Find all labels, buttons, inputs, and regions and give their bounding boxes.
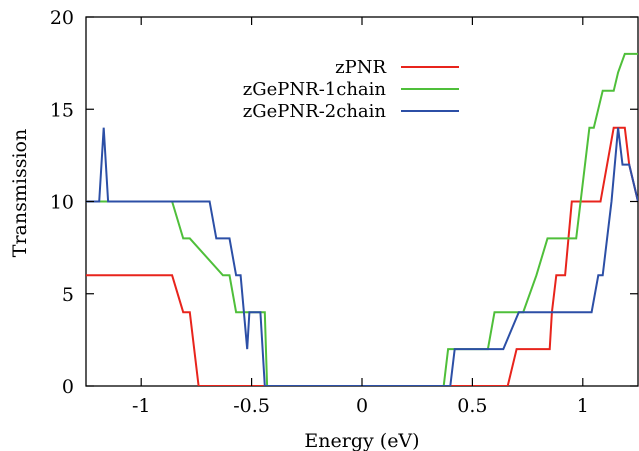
- x-tick-label: 1: [577, 395, 589, 417]
- y-tick-label: 20: [50, 7, 74, 29]
- y-tick-label: 15: [50, 99, 74, 121]
- x-tick-label: -1: [132, 395, 151, 417]
- legend-label-2: zGePNR-1chain: [243, 79, 387, 100]
- y-tick-label: 5: [62, 284, 74, 306]
- x-tick-label: -0.5: [233, 395, 270, 417]
- y-tick-label: 0: [62, 376, 74, 398]
- legend-label-1: zPNR: [335, 57, 386, 78]
- series-layer: [86, 52, 638, 386]
- legend-label-3: zGePNR-2chain: [243, 101, 387, 122]
- x-tick-label: 0.5: [457, 395, 487, 417]
- y-tick-label: 10: [50, 192, 74, 214]
- x-tick-label: 0: [356, 395, 368, 417]
- series-line-2: [86, 52, 638, 386]
- series-line-3: [86, 127, 638, 386]
- y-axis-label: Transmission: [9, 129, 31, 257]
- series-line-1: [86, 126, 638, 386]
- x-axis-label: Energy (eV): [304, 430, 419, 451]
